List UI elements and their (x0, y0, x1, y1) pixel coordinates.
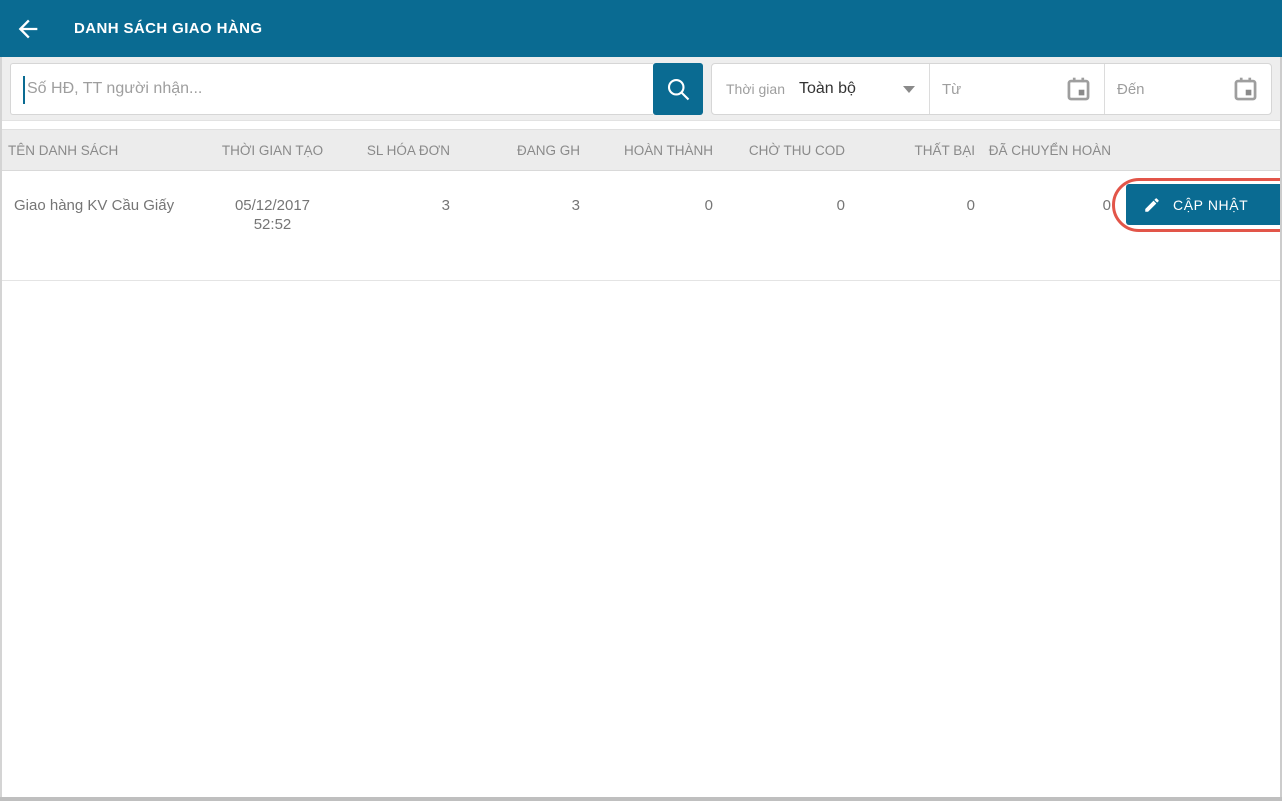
app-bar: DANH SÁCH GIAO HÀNG (0, 0, 1282, 57)
text-cursor (23, 76, 25, 104)
cell-created-date: 05/12/2017 (234, 197, 311, 214)
search-button[interactable] (653, 63, 703, 115)
arrow-left-icon (14, 15, 42, 43)
time-filter-dropdown[interactable]: Thời gian Toàn bộ (712, 64, 929, 114)
date-to-field[interactable]: Đến (1104, 64, 1271, 114)
date-to-label: Đến (1117, 80, 1145, 98)
cell-name: Giao hàng KV Cầu Giấy (14, 197, 175, 214)
column-header-awaiting-cod: CHỜ THU COD (748, 142, 845, 158)
table-header-row: TÊN DANH SÁCH THỜI GIAN TẠO SL HÓA ĐƠN Đ… (0, 129, 1282, 171)
column-header-invoice-count: SL HÓA ĐƠN (366, 142, 450, 158)
chevron-down-icon (903, 85, 915, 93)
table-row[interactable]: Giao hàng KV Cầu Giấy 05/12/2017 52:52 3… (0, 172, 1282, 281)
column-header-name: TÊN DANH SÁCH (8, 142, 119, 158)
column-header-completed: HOÀN THÀNH (623, 142, 713, 158)
screen-border-left (0, 57, 2, 801)
cell-awaiting-cod: 0 (836, 197, 845, 214)
column-header-failed: THẤT BẠI (914, 142, 975, 158)
time-filter-label: Thời gian (726, 81, 785, 97)
time-filter-value: Toàn bộ (799, 80, 856, 97)
cell-completed: 0 (704, 197, 713, 214)
screen-border-bottom (0, 797, 1282, 801)
search-field-wrap (10, 63, 653, 115)
date-from-label: Từ (942, 80, 962, 98)
cell-created-time: 52:52 (253, 216, 292, 233)
search-input[interactable] (11, 64, 653, 114)
column-header-delivering: ĐANG GH (516, 142, 580, 158)
search-icon (664, 75, 692, 103)
update-button-label: CẬP NHẬT (1173, 196, 1249, 213)
cell-created: 05/12/2017 52:52 (215, 172, 330, 280)
date-from-field[interactable]: Từ (929, 64, 1104, 114)
calendar-icon[interactable] (1065, 76, 1092, 103)
cell-delivering: 3 (571, 197, 580, 214)
cell-returned: 0 (1102, 197, 1111, 214)
cell-failed: 0 (966, 197, 975, 214)
cell-invoice-count: 3 (441, 197, 450, 214)
pencil-icon (1143, 196, 1161, 214)
calendar-icon[interactable] (1232, 76, 1259, 103)
filter-group: Thời gian Toàn bộ Từ Đến (711, 63, 1272, 115)
update-button[interactable]: CẬP NHẬT (1126, 184, 1282, 225)
column-header-created: THỜI GIAN TẠO (221, 142, 324, 158)
page-title: DANH SÁCH GIAO HÀNG (74, 20, 263, 37)
back-button[interactable] (0, 0, 56, 57)
filter-bar: Thời gian Toàn bộ Từ Đến (0, 57, 1282, 121)
column-header-returned: ĐÃ CHUYỂN HOÀN (988, 142, 1111, 158)
screen-border-right (1280, 57, 1282, 801)
